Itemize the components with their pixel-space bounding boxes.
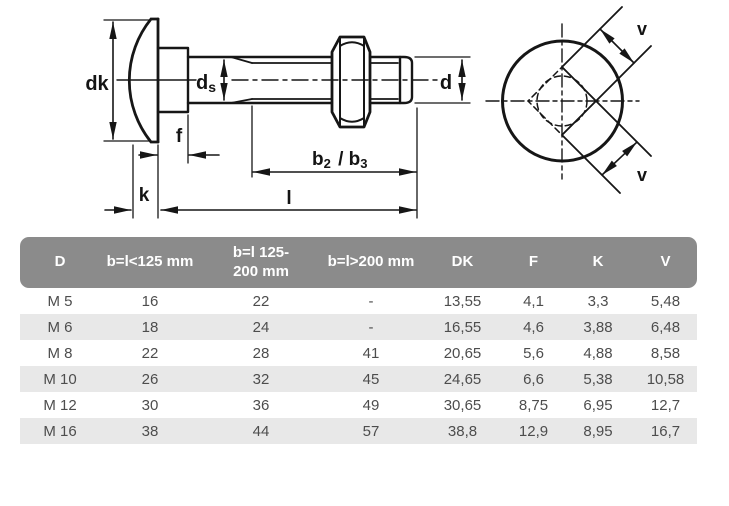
cell: 18 <box>141 318 159 336</box>
cell: 44 <box>252 422 270 440</box>
table-row-m5: M 5 16 22 - 13,55 4,1 3,3 5,48 <box>20 288 697 314</box>
dim-label-l: l <box>286 188 291 209</box>
v-arrow-bottom <box>601 141 638 176</box>
v-projection-lines <box>561 6 652 194</box>
cell: 5,48 <box>650 292 681 310</box>
shank-outline <box>186 55 402 105</box>
table-row-m10: M 10 26 32 45 24,65 6,6 5,38 10,58 <box>20 366 697 392</box>
cell: 57 <box>362 422 380 440</box>
dim-label-k: k <box>139 185 150 206</box>
k-extension-lines <box>132 144 159 219</box>
cell: 5,6 <box>523 344 544 362</box>
cell: 12,7 <box>650 396 681 414</box>
cell: 41 <box>362 344 380 362</box>
cell: 22 <box>141 344 159 362</box>
col-header-d: D <box>54 253 66 271</box>
cell-size: M 12 <box>43 396 77 414</box>
cell: 5,38 <box>583 370 613 388</box>
technical-drawing: dk ds d f k l b2 / b3 v v <box>85 6 652 219</box>
cell: - <box>368 318 374 336</box>
square-neck <box>156 46 190 114</box>
cell: 8,58 <box>650 344 681 362</box>
cell: 24,65 <box>443 370 482 388</box>
col-header-f: F <box>528 253 539 271</box>
cell-size: M 10 <box>43 370 77 388</box>
cell: 22 <box>252 292 270 310</box>
cell: 16,55 <box>443 318 482 336</box>
cell: 10,58 <box>646 370 685 388</box>
cell: 30 <box>141 396 159 414</box>
cell: 36 <box>252 396 270 414</box>
cell: 38,8 <box>447 422 478 440</box>
table-header-row: D b=l<125 mm b=l 125- 200 mm b=l>200 mm … <box>20 237 697 288</box>
dim-label-v-top: v <box>637 19 647 39</box>
bolt-head-dome <box>127 17 160 144</box>
hex-nut-outline <box>330 35 372 129</box>
col-header-b-lt-125: b=l<125 mm <box>106 253 194 271</box>
cell: 20,65 <box>443 344 482 362</box>
table-row-m12: M 12 30 36 49 30,65 8,75 6,95 12,7 <box>20 392 697 418</box>
table-row-m16: M 16 38 44 57 38,8 12,9 8,95 16,7 <box>20 418 697 444</box>
cell: 16,7 <box>650 422 681 440</box>
table-row-m8: M 8 22 28 41 20,65 5,6 4,88 8,58 <box>20 340 697 366</box>
cell: 6,48 <box>650 318 681 336</box>
cell: 4,88 <box>583 344 613 362</box>
cell: 49 <box>362 396 380 414</box>
dimension-table: D b=l<125 mm b=l 125- 200 mm b=l>200 mm … <box>20 237 697 444</box>
col-header-b-125-200: b=l 125- 200 mm <box>232 243 290 280</box>
hex-nut-facets <box>339 37 365 127</box>
thread-minor-lines <box>251 62 399 100</box>
cell: 13,55 <box>443 292 482 310</box>
col-header-v: V <box>660 253 671 271</box>
col-header-k: K <box>592 253 604 271</box>
b2b3-extension-lines <box>251 105 418 219</box>
end-view-labels: v v <box>637 19 647 185</box>
cell: 3,3 <box>587 292 609 310</box>
dk-extension-lines <box>103 19 151 142</box>
cell-size: M 5 <box>47 292 73 310</box>
cell: 4,6 <box>523 318 544 336</box>
bolt-end-chamfer <box>398 55 414 105</box>
bolt-side-view <box>103 17 471 219</box>
cell: 6,6 <box>523 370 544 388</box>
cell: 4,1 <box>523 292 544 310</box>
cell: 12,9 <box>518 422 549 440</box>
table-row-m6: M 6 18 24 - 16,55 4,6 3,88 6,48 <box>20 314 697 340</box>
dim-label-d: d <box>440 72 452 94</box>
cell: 32 <box>252 370 270 388</box>
cell-size: M 16 <box>43 422 77 440</box>
dim-label-v-bottom: v <box>637 165 647 185</box>
cell: 8,75 <box>518 396 549 414</box>
thread-runout <box>230 56 253 104</box>
cell: 3,88 <box>583 318 613 336</box>
dim-label-f: f <box>176 126 183 147</box>
shank-hidden-circle <box>536 75 588 127</box>
side-view-labels: dk ds d f k l b2 / b3 <box>85 72 452 209</box>
dim-label-ds: ds <box>196 72 216 95</box>
cell: 16 <box>141 292 159 310</box>
col-header-b-gt-200: b=l>200 mm <box>327 253 415 271</box>
cell: 24 <box>252 318 270 336</box>
col-header-dk: DK <box>451 253 474 271</box>
cell: 28 <box>252 344 270 362</box>
d-extension-lines <box>414 56 471 104</box>
cell: 26 <box>141 370 159 388</box>
bolt-end-view <box>485 6 652 194</box>
cell: 30,65 <box>443 396 482 414</box>
cell: 45 <box>362 370 380 388</box>
dim-label-b2b3: b2 / b3 <box>312 149 368 171</box>
v-arrow-top <box>599 28 635 64</box>
cell-size: M 8 <box>47 344 73 362</box>
cell: 38 <box>141 422 159 440</box>
cell: - <box>368 292 374 310</box>
cell-size: M 6 <box>47 318 73 336</box>
dim-label-dk: dk <box>85 73 109 95</box>
cell: 6,95 <box>583 396 613 414</box>
cell: 8,95 <box>583 422 613 440</box>
